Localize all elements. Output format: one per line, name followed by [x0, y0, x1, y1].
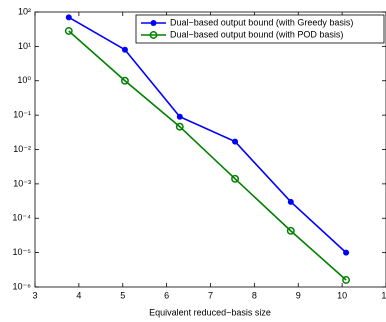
y-tick-label: 10¹: [18, 41, 31, 51]
x-tick-label: 8: [252, 290, 257, 300]
data-point: [64, 27, 73, 35]
data-point: [286, 226, 295, 235]
legend-label: Dual−based output bound (with POD basis): [170, 29, 343, 39]
y-tick-label: 10⁻⁶: [13, 281, 32, 291]
x-tick-label: 5: [120, 290, 125, 300]
data-point: [175, 122, 184, 131]
data-point: [343, 249, 350, 256]
x-tick-label: 11: [381, 290, 386, 300]
x-axis-label: Equivalent reduced−basis size: [149, 307, 271, 317]
x-tick-label: 4: [76, 290, 81, 300]
series-line: [68, 30, 347, 281]
data-point: [121, 46, 128, 53]
y-tick-label: 10⁻³: [13, 178, 31, 188]
legend-marker: [149, 31, 158, 39]
x-tick-label: 10: [337, 290, 347, 300]
y-tick-label: 10⁻²: [13, 144, 31, 154]
data-point: [120, 76, 129, 85]
data-point: [176, 113, 183, 120]
y-tick-label: 10²: [18, 6, 31, 16]
y-tick-label: 10⁻¹: [13, 110, 31, 120]
y-tick-label: 10⁰: [17, 75, 31, 85]
plot-frame: [34, 11, 386, 288]
legend-marker: [150, 20, 157, 26]
data-point: [232, 138, 239, 145]
x-tick-label: 3: [32, 290, 37, 300]
data-point: [231, 174, 240, 183]
x-tick-label: 9: [296, 290, 301, 300]
legend-label: Dual−based output bound (with Greedy bas…: [170, 17, 353, 27]
y-tick-label: 10⁻⁴: [12, 213, 31, 223]
legend-box: [135, 14, 385, 44]
y-tick-label: 10⁻⁵: [13, 247, 32, 257]
x-tick-label: 6: [164, 290, 169, 300]
data-point: [342, 276, 351, 284]
data-point: [65, 14, 72, 21]
x-tick-label: 7: [208, 290, 213, 300]
data-point: [287, 198, 294, 205]
series-line: [68, 16, 347, 254]
